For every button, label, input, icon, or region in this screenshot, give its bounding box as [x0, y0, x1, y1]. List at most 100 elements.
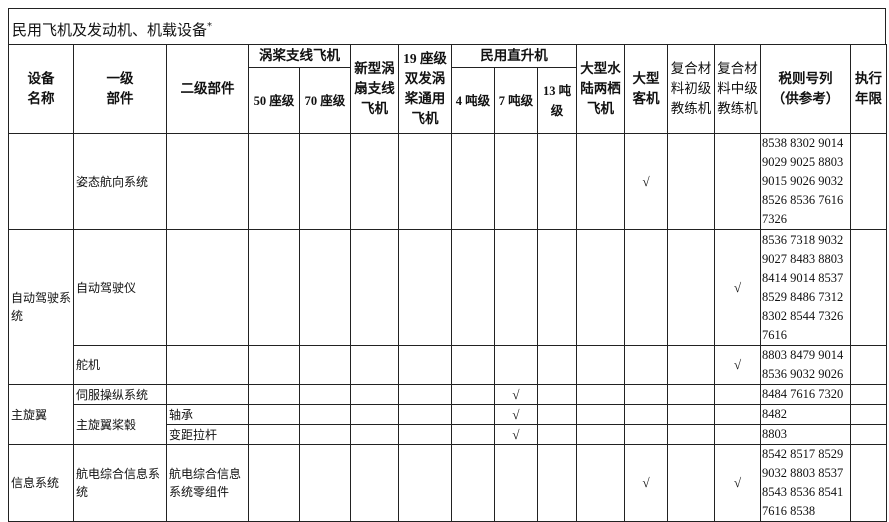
check-cell-seat50: [248, 384, 300, 405]
check-cell-t4: [451, 424, 495, 445]
check-cell-t7: √: [494, 404, 538, 425]
table-row: 信息系统 航电综合信息系统 航电综合信息系统零组件 √ √ 8542 8517 8529 …: [8, 444, 888, 522]
level1-part-cell: 航电综合信息系统: [73, 444, 167, 522]
level2-part-cell: [166, 229, 249, 346]
table-row: 主旋翼 伺服操纵系统 √ 8484 7616 7320: [8, 384, 888, 445]
device-name-cell: 自动驾驶系统: [8, 229, 74, 385]
title-text: 民用飞机及发动机、机载设备: [12, 21, 208, 39]
check-cell-trainer-basic: [667, 404, 716, 425]
check-cell-t4: [451, 345, 495, 385]
level1-part-cell: 自动驾驶仪: [73, 229, 167, 346]
check-cell-t7: √: [494, 424, 538, 445]
level2-part-cell: [166, 345, 249, 385]
check-cell-seat50: [248, 229, 300, 346]
check-cell-turbofan: [350, 229, 399, 346]
check-cell-seat70: [299, 424, 351, 445]
check-cell-trainer-mid: [714, 384, 762, 405]
header-seat50: 50 座级: [248, 67, 300, 134]
tariff-cell: 8482: [760, 404, 852, 425]
check-cell-amphibian: [576, 444, 626, 522]
check-cell-seat19: [398, 345, 452, 385]
check-cell-turbofan: [350, 133, 399, 230]
header-amphibian: 大型水陆两栖飞机: [576, 44, 626, 134]
check-cell-seat70: [299, 404, 351, 425]
check-cell-trainer-mid: √: [714, 444, 762, 522]
check-cell-t7: [494, 345, 538, 385]
header-device: 设备名称: [8, 44, 74, 134]
check-cell-t4: [451, 444, 495, 522]
check-cell-t13: [536, 424, 578, 445]
check-cell-trainer-basic: [667, 384, 716, 405]
equipment-table: 设备名称 一级部件 二级部件 涡桨支线飞机 新型涡扇支线飞机 19 座级双发涡桨…: [8, 44, 888, 522]
table-row: 自动驾驶系统 自动驾驶仪 √ 8536 7318 9032 9027 8483 880…: [8, 229, 888, 385]
header-tariff: 税则号列（供参考）: [760, 44, 852, 134]
check-cell-trainer-mid: [714, 424, 762, 445]
check-cell-trainer-mid: √: [714, 345, 762, 385]
check-cell-seat50: [248, 444, 300, 522]
check-mark: √: [512, 426, 520, 442]
check-cell-seat50: [248, 133, 300, 230]
check-cell-airliner: [624, 424, 669, 445]
header-t13: 13 吨级: [536, 67, 578, 134]
level2-part-cell: 轴承: [166, 404, 249, 425]
tariff-cell: 8803: [760, 424, 852, 445]
period-cell: [850, 444, 888, 522]
level2-part-cell: [166, 133, 249, 230]
check-cell-airliner: √: [624, 444, 669, 522]
check-cell-trainer-basic: [667, 345, 716, 385]
table-row: 姿态航向系统 √ 8538 8302 9014 9029 9025 8803 901…: [8, 133, 888, 230]
tariff-cell: 8536 7318 9032 9027 8483 8803 8414 9014 …: [760, 229, 852, 346]
title-footnote-mark: *: [207, 21, 213, 32]
check-cell-trainer-basic: [667, 444, 716, 522]
check-mark: √: [512, 406, 520, 422]
header-turbofan: 新型涡扇支线飞机: [350, 44, 399, 134]
check-cell-seat19: [398, 229, 452, 346]
header-period: 执行年限: [850, 44, 888, 134]
table-row: 主旋翼桨毂 轴承 √ 8482: [9, 404, 888, 445]
check-cell-amphibian: [576, 404, 626, 425]
check-cell-seat19: [398, 444, 452, 522]
device-name-cell: [8, 133, 74, 230]
check-cell-seat50: [248, 424, 300, 445]
check-cell-trainer-mid: √: [714, 229, 762, 346]
check-cell-turbofan: [350, 384, 399, 405]
check-cell-seat70: [299, 384, 351, 405]
header-level2: 二级部件: [166, 44, 249, 134]
header-turboprop-group: 涡桨支线飞机: [248, 44, 351, 68]
header-seat19: 19 座级双发涡桨通用飞机: [398, 44, 452, 134]
period-cell: [850, 424, 888, 445]
check-cell-amphibian: [576, 384, 626, 405]
tariff-cell: 8484 7616 7320: [760, 384, 852, 405]
check-cell-trainer-basic: [667, 229, 716, 346]
check-cell-seat19: [398, 404, 452, 425]
level1-part-cell: 主旋翼桨毂: [73, 404, 167, 445]
check-cell-amphibian: [576, 133, 626, 230]
level1-part-cell: 姿态航向系统: [73, 133, 167, 230]
check-cell-seat19: [398, 424, 452, 445]
check-cell-trainer-basic: [667, 133, 716, 230]
check-cell-seat50: [248, 404, 300, 425]
check-cell-t7: [494, 444, 538, 522]
check-cell-amphibian: [576, 424, 626, 445]
check-cell-airliner: [624, 345, 669, 385]
tariff-cell: 8542 8517 8529 9032 8803 8537 8543 8536 …: [760, 444, 852, 522]
check-cell-seat19: [398, 384, 452, 405]
check-cell-airliner: [624, 384, 669, 405]
check-cell-t4: [451, 133, 495, 230]
check-cell-turbofan: [350, 444, 399, 522]
device-name-cell: 信息系统: [8, 444, 74, 522]
check-mark: √: [733, 475, 742, 490]
check-cell-turbofan: [350, 345, 399, 385]
header-heli-group: 民用直升机: [450, 44, 578, 68]
tariff-cell: 8538 8302 9014 9029 9025 8803 9015 9026 …: [760, 133, 852, 230]
header-seat70: 70 座级: [299, 67, 351, 134]
check-mark: √: [642, 173, 650, 189]
level1-part-cell: 舵机: [73, 345, 167, 385]
check-cell-trainer-mid: [714, 133, 762, 230]
table-row: 舵机 √ 8803 8479 9014 8536 9032 9026: [9, 345, 888, 385]
check-cell-t4: [451, 229, 495, 346]
check-cell-turbofan: [350, 424, 399, 445]
check-cell-t7: [494, 133, 538, 230]
check-mark: √: [733, 357, 742, 372]
header-t7: 7 吨级: [494, 67, 538, 134]
